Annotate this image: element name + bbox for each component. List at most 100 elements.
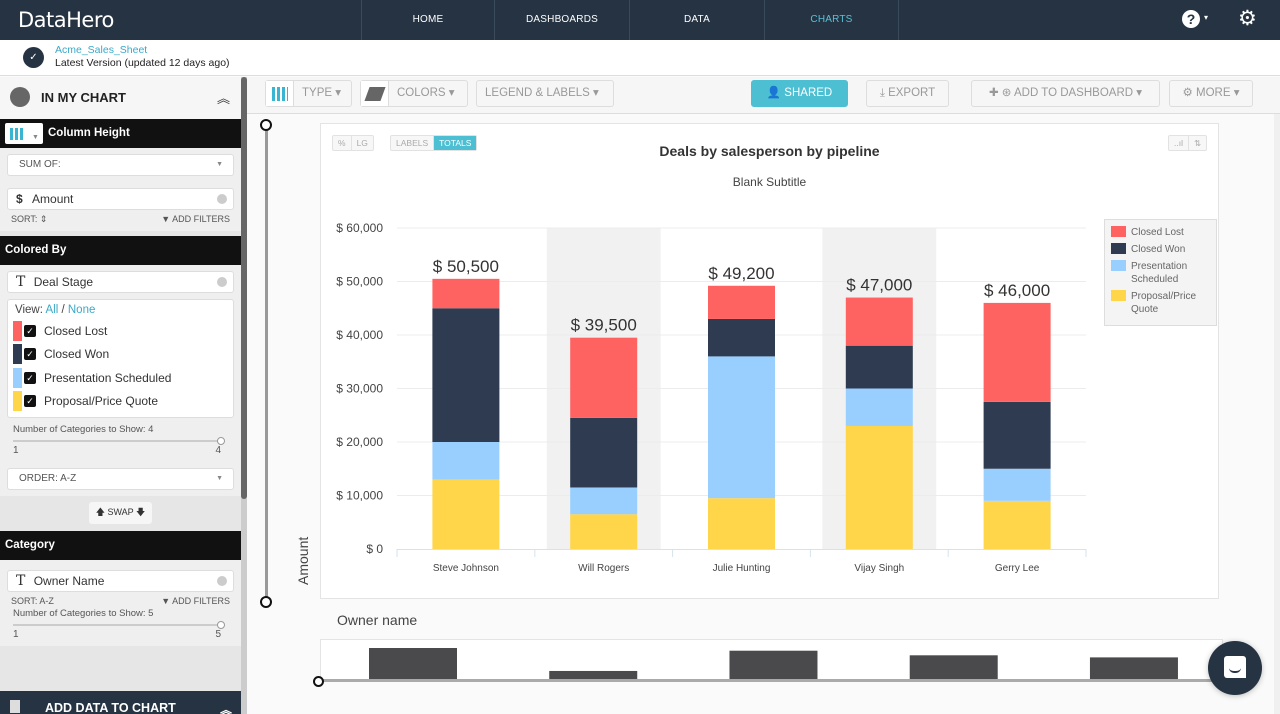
category-panel: T Owner Name SORT: A-Z ▼ ADD FILTERS Num… — [0, 560, 241, 646]
checkbox[interactable]: ✓ — [24, 371, 36, 384]
bar-segment[interactable] — [570, 514, 638, 549]
bar-segment[interactable] — [708, 356, 775, 499]
legend-item[interactable]: Proposal/Price Quote — [1111, 290, 1210, 316]
view-all-link[interactable]: All — [45, 304, 59, 316]
bar-segment[interactable] — [845, 425, 913, 549]
bar-segment[interactable] — [708, 318, 775, 357]
sort-direction-icon[interactable]: ⇅ — [1187, 136, 1206, 150]
sidebar-scrollbar[interactable] — [241, 77, 247, 714]
chevron-down-icon: ▼ — [216, 161, 223, 168]
export-button[interactable]: ⤓ EXPORT — [866, 80, 949, 107]
stage-item-presentation-scheduled[interactable]: ✓ Presentation Scheduled — [13, 366, 228, 390]
labels-toggle[interactable]: LABELS — [396, 138, 429, 148]
bar-segment[interactable] — [570, 417, 638, 488]
bar-segment[interactable] — [432, 308, 500, 442]
checkbox[interactable]: ✓ — [24, 395, 36, 408]
bar-segment[interactable] — [432, 442, 500, 480]
range-handle-top[interactable] — [260, 119, 272, 131]
category-count-slider[interactable] — [13, 621, 225, 629]
in-my-chart-header[interactable]: IN MY CHART ︽ — [0, 77, 241, 119]
more-button[interactable]: ⚙ MORE ▾ — [1169, 80, 1253, 107]
sort-toggle[interactable]: SORT: ⇕ — [11, 214, 48, 224]
add-data-to-chart-bar[interactable]: ADD DATA TO CHART ︽ — [0, 691, 241, 714]
nav-tabs: HOME DASHBOARDS DATA CHARTS — [361, 0, 899, 40]
remove-field-icon[interactable] — [217, 194, 227, 204]
view-none-link[interactable]: None — [67, 304, 96, 316]
totals-toggle[interactable]: TOTALS — [433, 136, 477, 150]
bar-sort-icon[interactable]: ..ıl — [1174, 138, 1183, 148]
legend-item[interactable]: Presentation Scheduled — [1111, 260, 1210, 286]
collapse-icon[interactable]: ︽ — [217, 91, 231, 106]
nav-tab-home[interactable]: HOME — [361, 0, 494, 40]
view-separator: / — [61, 304, 65, 316]
bar-segment[interactable] — [983, 468, 1051, 501]
y-range-slider[interactable] — [260, 119, 272, 608]
amount-field[interactable]: $ Amount — [7, 188, 234, 210]
sort-toggle[interactable]: SORT: A-Z — [11, 596, 54, 606]
bar-segment[interactable] — [570, 337, 638, 418]
bar-segment[interactable] — [983, 500, 1051, 549]
settings-gear-icon[interactable]: ⚙ — [1238, 7, 1257, 30]
checkbox[interactable]: ✓ — [24, 324, 36, 337]
stage-item-proposal-price-quote[interactable]: ✓ Proposal/Price Quote — [13, 390, 228, 414]
bar-segment[interactable] — [708, 498, 775, 549]
stage-item-closed-lost[interactable]: ✓ Closed Lost — [13, 319, 228, 343]
range-handle-bottom[interactable] — [260, 596, 272, 608]
legend-item[interactable]: Closed Lost — [1111, 226, 1210, 239]
column-type-dropdown[interactable]: ▼ — [5, 123, 43, 144]
chart-subtitle[interactable]: Blank Subtitle — [732, 175, 807, 189]
nav-tab-dashboards[interactable]: DASHBOARDS — [494, 0, 629, 40]
order-dropdown[interactable]: ORDER: A-Z ▼ — [7, 468, 234, 490]
chat-launcher-button[interactable] — [1208, 641, 1262, 695]
sum-of-dropdown[interactable]: SUM OF: ▼ — [7, 154, 234, 176]
shared-button[interactable]: 👤 SHARED — [751, 80, 848, 107]
remove-field-icon[interactable] — [217, 277, 227, 287]
percent-toggle[interactable]: % — [338, 138, 346, 148]
color-swatch[interactable] — [13, 391, 22, 412]
bar-segment[interactable] — [845, 345, 913, 389]
x-tick-label: Will Rogers — [578, 563, 629, 574]
chart-title[interactable]: Deals by salesperson by pipeline — [659, 143, 880, 159]
checkbox[interactable]: ✓ — [24, 348, 36, 361]
swap-button[interactable]: 🡅 SWAP 🡇 — [88, 502, 153, 524]
help-caret-icon[interactable]: ▾ — [1204, 13, 1209, 22]
legend-item[interactable]: Closed Won — [1111, 243, 1210, 256]
bar-segment[interactable] — [432, 479, 500, 549]
stage-item-closed-won[interactable]: ✓ Closed Won — [13, 343, 228, 367]
type-button[interactable]: TYPE ▾ — [265, 80, 352, 107]
overview-navigator[interactable] — [320, 639, 1223, 680]
slider-thumb[interactable] — [217, 437, 225, 445]
add-filters-button[interactable]: ▼ ADD FILTERS — [161, 214, 230, 224]
x-tick-label: Gerry Lee — [995, 563, 1040, 574]
datahero-logo[interactable]: DataHero — [18, 8, 114, 32]
legend-labels-button[interactable]: LEGEND & LABELS ▾ — [476, 80, 614, 107]
add-to-dashboard-button[interactable]: ✚ ⊛ ADD TO DASHBOARD ▾ — [971, 80, 1160, 107]
overview-handle[interactable] — [313, 676, 324, 687]
bar-segment[interactable] — [708, 285, 775, 319]
bar-segment[interactable] — [845, 297, 913, 346]
nav-tab-charts[interactable]: CHARTS — [764, 0, 899, 40]
add-filters-button[interactable]: ▼ ADD FILTERS — [161, 596, 230, 606]
bar-total-label: $ 39,500 — [571, 316, 637, 335]
color-swatch[interactable] — [13, 320, 22, 341]
stage-count-slider[interactable] — [13, 437, 225, 445]
expand-icon[interactable]: ︽ — [220, 703, 233, 714]
bar-segment[interactable] — [432, 278, 500, 309]
scrollbar-thumb[interactable] — [241, 77, 247, 499]
owner-name-field[interactable]: T Owner Name — [7, 570, 234, 592]
slider-thumb[interactable] — [217, 621, 225, 629]
bar-segment[interactable] — [983, 302, 1051, 402]
colors-button[interactable]: COLORS ▾ — [360, 80, 468, 107]
nav-tab-data[interactable]: DATA — [629, 0, 764, 40]
color-swatch[interactable] — [13, 367, 22, 388]
main-scrollbar[interactable] — [1274, 114, 1280, 714]
dataset-link[interactable]: Acme_Sales_Sheet — [55, 44, 148, 56]
remove-field-icon[interactable] — [217, 576, 227, 586]
bar-segment[interactable] — [845, 388, 913, 426]
color-swatch[interactable] — [13, 344, 22, 365]
help-icon[interactable]: ? — [1182, 10, 1200, 28]
bar-segment[interactable] — [570, 487, 638, 515]
lg-toggle[interactable]: LG — [350, 136, 373, 150]
bar-segment[interactable] — [983, 401, 1051, 469]
deal-stage-field[interactable]: T Deal Stage — [7, 271, 234, 293]
